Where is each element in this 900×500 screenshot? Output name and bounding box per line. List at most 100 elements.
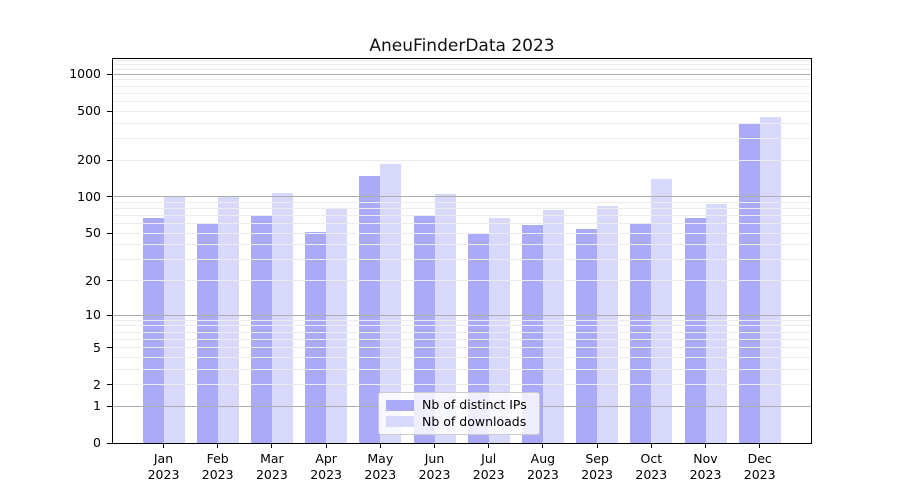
y-tick-mark: [107, 196, 113, 198]
y-tick-mark: [107, 384, 113, 386]
x-tick-mark: [596, 443, 598, 448]
x-tick-year: 2023: [201, 467, 234, 482]
x-tick-year: 2023: [689, 467, 722, 482]
x-tick-label: Dec 2023: [730, 451, 790, 483]
x-tick-label: Oct 2023: [621, 451, 681, 483]
x-tick-mark: [325, 443, 327, 448]
x-tick-label: Nov 2023: [676, 451, 736, 483]
x-tick-year: 2023: [364, 467, 397, 482]
y-tick-label: 500: [77, 103, 101, 119]
x-tick-month: Sep: [585, 451, 609, 466]
gridline-minor: [113, 331, 811, 333]
gridline-minor: [113, 259, 811, 261]
x-tick-year: 2023: [310, 467, 342, 482]
x-tick-label: Apr 2023: [296, 451, 356, 483]
x-tick-year: 2023: [418, 467, 451, 482]
gridline-major: [113, 314, 811, 316]
x-tick-label: May 2023: [350, 451, 410, 483]
x-tick-year: 2023: [147, 467, 180, 482]
gridline-minor: [113, 280, 811, 282]
x-tick-month: Feb: [206, 451, 229, 466]
x-tick-label: Sep 2023: [567, 451, 627, 483]
bar: [434, 194, 456, 443]
gridline-minor: [113, 68, 811, 70]
bar: [576, 229, 598, 443]
x-tick-label: Jul 2023: [459, 451, 519, 483]
plot-area: [112, 58, 812, 444]
bar: [413, 216, 435, 443]
y-tick-mark: [107, 159, 113, 161]
x-tick-label: Jan 2023: [134, 451, 194, 483]
x-tick-mark: [542, 443, 544, 448]
gridline-minor: [113, 85, 811, 87]
y-tick-label: 5: [93, 339, 101, 355]
y-tick-label: 100: [77, 188, 101, 204]
x-tick-label: Feb 2023: [188, 451, 248, 483]
bar: [705, 203, 727, 443]
x-tick-month: Jun: [424, 451, 445, 466]
legend-swatch-downloads: [386, 416, 414, 428]
y-tick-label: 10: [85, 307, 101, 323]
y-tick-label: 20: [85, 272, 101, 288]
x-tick-month: Jul: [481, 451, 497, 466]
x-tick-mark: [379, 443, 381, 448]
gridline-minor: [113, 92, 811, 94]
x-tick-month: Jan: [153, 451, 174, 466]
gridline-minor: [113, 347, 811, 349]
gridline-minor: [113, 215, 811, 217]
bar: [142, 217, 164, 443]
x-tick-year: 2023: [526, 467, 559, 482]
x-tick-year: 2023: [581, 467, 613, 482]
gridline-minor: [113, 79, 811, 81]
bar: [684, 217, 706, 443]
gridline-minor: [113, 319, 811, 321]
legend: Nb of distinct IPs Nb of downloads: [378, 392, 540, 435]
legend-entry-distinct-ips: Nb of distinct IPs: [386, 398, 532, 412]
gridline-minor: [113, 110, 811, 112]
bar: [380, 164, 402, 443]
legend-swatch-distinct-ips: [386, 399, 414, 411]
x-tick-label: Mar 2023: [242, 451, 302, 483]
y-tick-mark: [107, 314, 113, 316]
x-tick-month: May: [367, 451, 394, 466]
legend-entry-downloads: Nb of downloads: [386, 413, 532, 429]
x-tick-year: 2023: [472, 467, 505, 482]
gridline-minor: [113, 384, 811, 386]
gridline-minor: [113, 201, 811, 203]
bar: [305, 232, 327, 443]
bar: [359, 175, 381, 443]
x-tick-mark: [759, 443, 761, 448]
y-tick-label: 1: [93, 398, 101, 414]
bar: [467, 234, 489, 443]
x-tick-mark: [217, 443, 219, 448]
bar: [630, 222, 652, 443]
gridline-minor: [113, 100, 811, 102]
y-tick-label: 0: [93, 435, 101, 451]
gridline-major: [113, 73, 811, 75]
bar: [738, 124, 760, 443]
gridline-minor: [113, 59, 811, 61]
x-tick-mark: [163, 443, 164, 448]
gridline-minor: [113, 232, 811, 234]
x-tick-mark: [488, 443, 490, 448]
y-tick-label: 2: [93, 376, 101, 392]
x-tick-month: Mar: [260, 451, 284, 466]
gridline-major: [113, 196, 811, 198]
bar: [196, 223, 218, 443]
gridline-minor: [113, 137, 811, 139]
y-tick-mark: [107, 405, 113, 407]
legend-label-downloads: Nb of downloads: [422, 413, 527, 429]
gridline-minor: [113, 325, 811, 327]
gridline-minor: [113, 338, 811, 340]
y-tick-mark: [107, 280, 113, 282]
y-tick-mark: [107, 442, 113, 444]
x-tick-month: Aug: [530, 451, 556, 466]
y-tick-label: 1000: [69, 66, 101, 82]
y-tick-mark: [107, 73, 113, 75]
bar: [488, 217, 510, 443]
x-tick-month: Nov: [693, 451, 718, 466]
gridline-minor: [113, 368, 811, 370]
y-tick-label: 50: [85, 225, 101, 241]
y-tick-mark: [107, 110, 113, 112]
